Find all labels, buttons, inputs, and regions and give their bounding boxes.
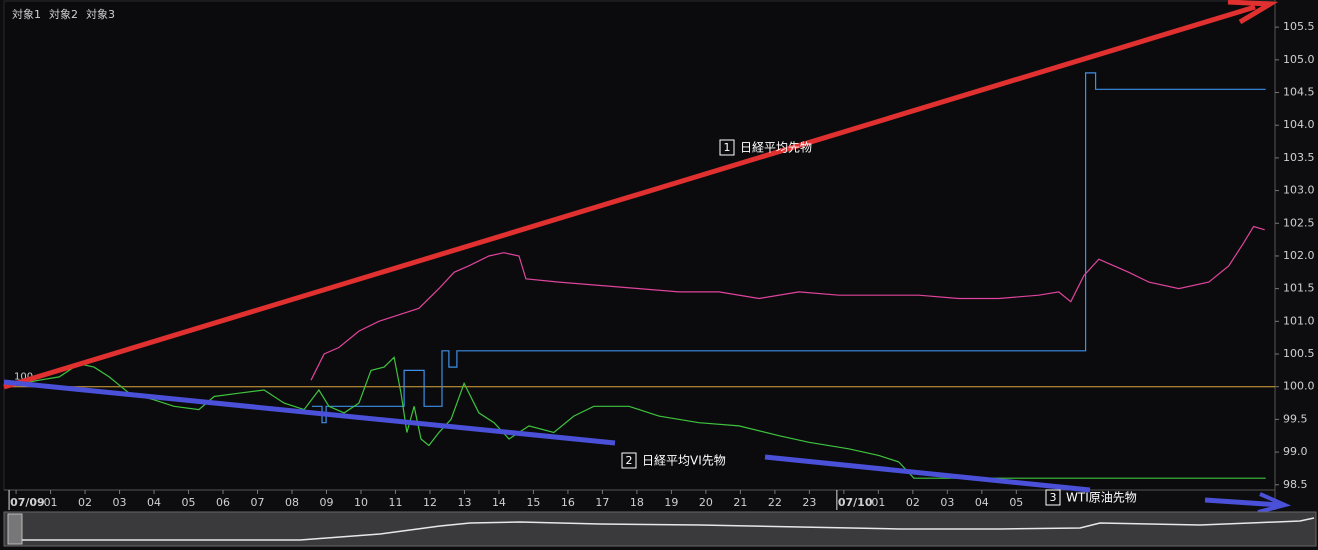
- x-tick-label: 03: [940, 496, 954, 509]
- y-tick-label: 101.0: [1283, 314, 1315, 327]
- legend-entry: 対象1: [12, 7, 41, 21]
- trend-line: [764, 454, 1091, 493]
- y-tick-label: 104.5: [1283, 86, 1315, 99]
- x-tick-label: 14: [492, 496, 506, 509]
- x-tick-label: 22: [768, 496, 782, 509]
- x-tick-label: 06: [216, 496, 230, 509]
- x-tick-label: 12: [423, 496, 437, 509]
- lines: 100: [3, 72, 1275, 479]
- x-tick-label: 02: [78, 496, 92, 509]
- y-tick-label: 105.0: [1283, 53, 1315, 66]
- annotation-box: [719, 139, 735, 156]
- navigator-handle[interactable]: [7, 513, 23, 545]
- x-tick-label: 19: [664, 496, 678, 509]
- x-tick-label: 05: [182, 496, 196, 509]
- x-tick-label: 21: [733, 496, 747, 509]
- x-tick-label: 03: [113, 496, 127, 509]
- navigator-bar: [3, 511, 1317, 547]
- x-tick-label: 04: [975, 496, 989, 509]
- x-tick-label: 01: [871, 496, 885, 509]
- y-tick-label: 98.5: [1283, 478, 1308, 491]
- navigator: [3, 511, 1317, 547]
- legend-entry: 対象3: [86, 7, 115, 21]
- trend-line: [3, 379, 616, 446]
- trend-arrow: [1204, 497, 1281, 508]
- annotation-label: WTI原油先物: [1066, 491, 1137, 505]
- series-line: [312, 72, 1266, 424]
- annotation-label: 日経平均先物: [740, 141, 812, 155]
- annotation-box: [621, 452, 637, 469]
- x-tick-label: 11: [388, 496, 402, 509]
- y-tick-label: 100.5: [1283, 347, 1315, 360]
- x-date-label: 07/10: [838, 496, 873, 509]
- x-tick-label: 13: [457, 496, 471, 509]
- y-tick-label: 105.5: [1283, 20, 1315, 33]
- annotation-number: 2: [626, 454, 633, 467]
- y-tick-label: 99.0: [1283, 445, 1308, 458]
- annotation-number: 1: [724, 141, 731, 154]
- y-tick-label: 102.0: [1283, 249, 1315, 262]
- x-date-label: 07/09: [10, 496, 45, 509]
- y-tick-label: 104.0: [1283, 118, 1315, 131]
- annotation-number: 3: [1050, 491, 1057, 504]
- x-tick-label: 18: [630, 496, 644, 509]
- legend-entry: 対象2: [49, 7, 78, 21]
- x-tick-label: 17: [595, 496, 609, 509]
- ticks: 98.599.099.5100.0100.5101.0101.5102.0102…: [8, 20, 1315, 510]
- trend-arrow: [3, 4, 1256, 390]
- x-tick-label: 15: [526, 496, 540, 509]
- x-tick-label: 09: [319, 496, 333, 509]
- x-tick-label: 10: [354, 496, 368, 509]
- y-tick-label: 103.0: [1283, 184, 1315, 197]
- x-tick-label: 04: [147, 496, 161, 509]
- arrow-head: [1257, 492, 1292, 514]
- y-tick-label: 101.5: [1283, 282, 1315, 295]
- navigator-line: [22, 517, 1315, 541]
- x-tick-label: 08: [285, 496, 299, 509]
- annotations: 1 日経平均先物 2 日経平均VI先物 3 WTI原油先物: [3, 0, 1292, 514]
- x-tick-label: 05: [1009, 496, 1023, 509]
- reference-label: 100: [14, 372, 33, 383]
- legend: 対象1 対象2 対象3: [12, 7, 115, 21]
- y-tick-label: 103.5: [1283, 151, 1315, 164]
- x-tick-label: 20: [699, 496, 713, 509]
- y-tick-label: 102.5: [1283, 216, 1315, 229]
- x-tick-label: 01: [44, 496, 58, 509]
- series-line: [310, 225, 1265, 381]
- y-tick-label: 100.0: [1283, 380, 1315, 393]
- arrow-head: [1227, 0, 1279, 25]
- x-tick-label: 23: [802, 496, 816, 509]
- plot-area: [3, 0, 1276, 491]
- annotation-box: [1045, 489, 1061, 506]
- y-tick-label: 99.5: [1283, 412, 1308, 425]
- x-tick-label: 07: [251, 496, 265, 509]
- x-tick-label: 02: [906, 496, 920, 509]
- series-line: [3, 356, 1266, 479]
- annotation-label: 日経平均VI先物: [642, 454, 726, 468]
- x-tick-label: 16: [561, 496, 575, 509]
